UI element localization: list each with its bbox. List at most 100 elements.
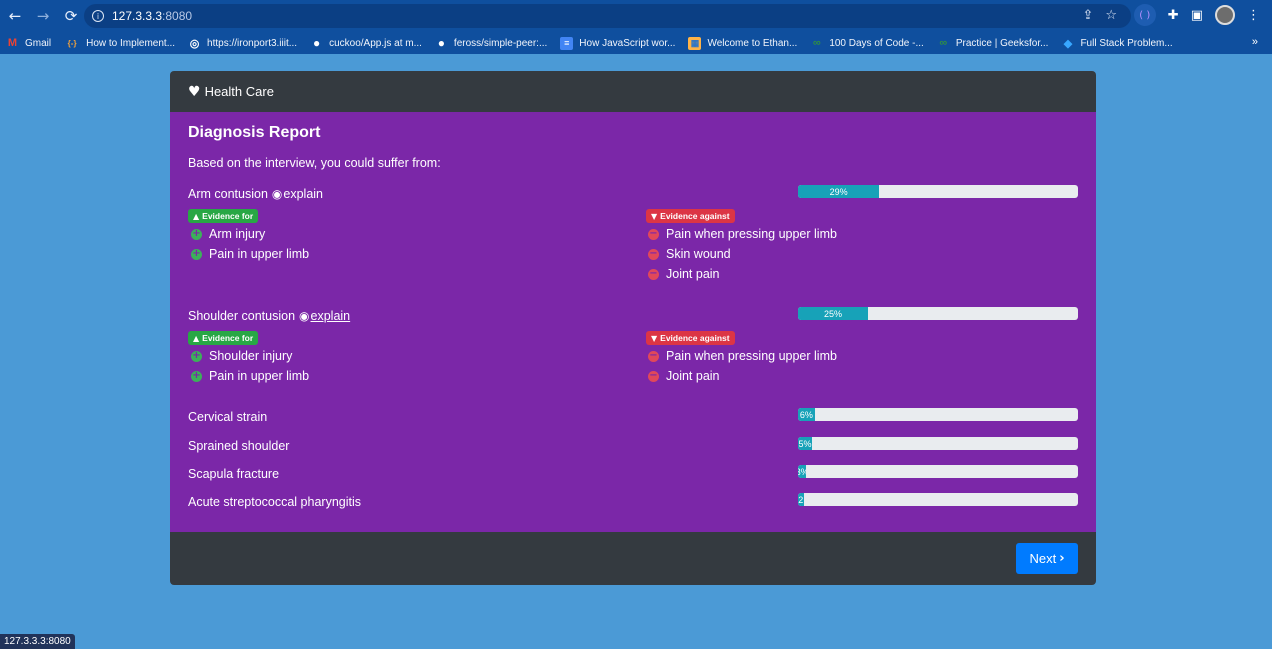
evidence-against-badge: ▼ Evidence against bbox=[646, 331, 735, 345]
evidence-text: Skin wound bbox=[666, 247, 731, 261]
sidepanel-icon[interactable]: ▣ bbox=[1190, 7, 1203, 23]
bookmark-label: How JavaScript wor... bbox=[579, 37, 676, 49]
star-icon[interactable]: ☆ bbox=[1105, 8, 1117, 23]
bookmark-item[interactable]: M Gmail bbox=[6, 37, 51, 50]
page-title: Diagnosis Report bbox=[188, 124, 321, 141]
evidence-for-item: + Pain in upper limb bbox=[191, 247, 309, 261]
evidence-for-item: + Arm injury bbox=[191, 227, 265, 241]
bookmark-label: feross/simple-peer:... bbox=[453, 37, 548, 49]
share-icon[interactable]: ⇪ bbox=[1082, 8, 1094, 23]
avatar[interactable] bbox=[1215, 5, 1235, 25]
bookmark-label: cuckoo/App.js at m... bbox=[329, 37, 422, 49]
bookmark-item[interactable]: ● feross/simple-peer:... bbox=[435, 36, 548, 50]
evidence-against-item: − Skin wound bbox=[648, 247, 731, 261]
image-icon: ▦ bbox=[688, 36, 702, 50]
reload-icon[interactable]: ⟳ bbox=[64, 7, 78, 25]
condition-label: Sprained shoulder bbox=[188, 439, 290, 453]
gmail-icon: M bbox=[7, 37, 18, 49]
url-port: :8080 bbox=[162, 9, 193, 23]
evidence-for-badge: ▲ Evidence for bbox=[188, 209, 259, 223]
evidence-against-label: Evidence against bbox=[660, 211, 730, 221]
probability-fill: 29% bbox=[798, 185, 880, 198]
next-button[interactable]: Next › bbox=[1016, 543, 1078, 574]
condition-name: Arm contusion ◉ explain bbox=[188, 187, 323, 201]
probability-bar: 6% bbox=[798, 408, 1078, 421]
doc-icon: ≡ bbox=[560, 36, 574, 50]
probability-bar: 2 bbox=[798, 493, 1078, 506]
condition-name: Acute streptococcal pharyngitis bbox=[188, 495, 361, 509]
plus-circle-icon: + bbox=[191, 370, 202, 382]
evidence-text: Pain in upper limb bbox=[209, 369, 310, 383]
explain-link[interactable]: explain bbox=[310, 309, 351, 323]
plus-circle-icon: + bbox=[191, 248, 202, 260]
condition-label: Arm contusion bbox=[188, 187, 268, 201]
card-footer: Next › bbox=[170, 532, 1096, 585]
evidence-against-item: − Joint pain bbox=[648, 267, 720, 281]
heart-icon: ♥ bbox=[188, 83, 201, 100]
probability-fill: 25% bbox=[798, 307, 868, 320]
bookmarks-bar: M Gmail {-} How to Implement... ◎ https://iro… bbox=[0, 32, 1272, 54]
puzzle-icon[interactable]: ✚ bbox=[1167, 7, 1179, 23]
bookmark-item[interactable]: ▦ Welcome to Ethan... bbox=[688, 36, 798, 50]
chevron-right-icon: › bbox=[1059, 551, 1065, 566]
thumbs-up-icon: ▲ bbox=[193, 333, 200, 343]
bookmark-item[interactable]: ∞ 100 Days of Code -... bbox=[810, 37, 924, 50]
extension-icon[interactable]: ( ) bbox=[1133, 4, 1156, 26]
bookmark-item[interactable]: ◆ Full Stack Problem... bbox=[1061, 37, 1173, 50]
bookmark-item[interactable]: ● cuckoo/App.js at m... bbox=[310, 36, 422, 50]
condition-label: Cervical strain bbox=[188, 410, 268, 424]
minus-circle-icon: − bbox=[648, 248, 659, 260]
address-bar[interactable]: i 127.3.3.3:8080 ⇪ ☆ bbox=[84, 4, 1131, 28]
bookmark-label: Welcome to Ethan... bbox=[707, 37, 798, 49]
bookmark-label: 100 Days of Code -... bbox=[829, 37, 924, 49]
eye-icon: ◉ bbox=[299, 309, 310, 323]
evidence-for-item: + Pain in upper limb bbox=[191, 369, 309, 383]
evidence-text: Joint pain bbox=[666, 267, 720, 281]
bookmark-item[interactable]: {-} How to Implement... bbox=[64, 37, 175, 50]
evidence-for-label: Evidence for bbox=[202, 333, 254, 343]
evidence-against-label: Evidence against bbox=[660, 333, 730, 343]
condition-label: Acute streptococcal pharyngitis bbox=[188, 495, 362, 509]
minus-circle-icon: − bbox=[648, 228, 659, 240]
url-host: 127.3.3.3 bbox=[112, 9, 163, 23]
globe-icon: ◎ bbox=[189, 37, 200, 50]
bookmarks-more[interactable]: » bbox=[1251, 36, 1258, 48]
probability-fill: 5% bbox=[798, 437, 812, 450]
evidence-text: Shoulder injury bbox=[209, 349, 293, 363]
status-bar: 127.3.3.3:8080 bbox=[0, 634, 75, 649]
condition-name: Scapula fracture bbox=[188, 467, 279, 481]
navbar: ♥ Health Care bbox=[170, 71, 1096, 112]
bookmark-item[interactable]: ≡ How JavaScript wor... bbox=[560, 36, 676, 50]
evidence-for-label: Evidence for bbox=[202, 211, 254, 221]
evidence-text: Joint pain bbox=[666, 369, 720, 383]
probability-fill: 6% bbox=[798, 408, 815, 421]
intro-text: Based on the interview, you could suffer… bbox=[188, 156, 441, 170]
next-label: Next bbox=[1029, 551, 1057, 566]
bookmark-label: Gmail bbox=[25, 37, 52, 49]
condition-name: Shoulder contusion ◉ explain bbox=[188, 309, 350, 323]
evidence-text: Pain when pressing upper limb bbox=[666, 227, 837, 241]
thumbs-down-icon: ▼ bbox=[651, 333, 658, 343]
menu-icon[interactable]: ⋮ bbox=[1247, 7, 1260, 23]
diamond-icon: ◆ bbox=[1063, 37, 1073, 50]
evidence-against-item: − Pain when pressing upper limb bbox=[648, 227, 837, 241]
back-arrow-icon[interactable]: ← bbox=[8, 7, 22, 25]
probability-bar: 25% bbox=[798, 307, 1078, 320]
bookmark-item[interactable]: ◎ https://ironport3.iiit... bbox=[188, 37, 297, 50]
evidence-for-item: + Shoulder injury bbox=[191, 349, 292, 363]
gfg-icon: ∞ bbox=[939, 37, 948, 49]
diagnosis-panel: Diagnosis Report Based on the interview,… bbox=[170, 112, 1096, 532]
bookmark-item[interactable]: ∞ Practice | Geeksfor... bbox=[937, 37, 1048, 50]
evidence-text: Pain in upper limb bbox=[209, 247, 310, 261]
minus-circle-icon: − bbox=[648, 350, 659, 362]
evidence-for-badge: ▲ Evidence for bbox=[188, 331, 259, 345]
bookmark-label: https://ironport3.iiit... bbox=[207, 37, 298, 49]
forward-arrow-icon[interactable]: → bbox=[36, 7, 50, 25]
gfg-icon: ∞ bbox=[812, 37, 821, 49]
condition-name: Sprained shoulder bbox=[188, 439, 289, 453]
brand[interactable]: Health Care bbox=[204, 84, 274, 99]
eye-icon: ◉ bbox=[271, 187, 283, 201]
info-icon[interactable]: i bbox=[92, 10, 104, 22]
plus-circle-icon: + bbox=[191, 350, 202, 362]
explain-link[interactable]: explain bbox=[283, 187, 324, 201]
